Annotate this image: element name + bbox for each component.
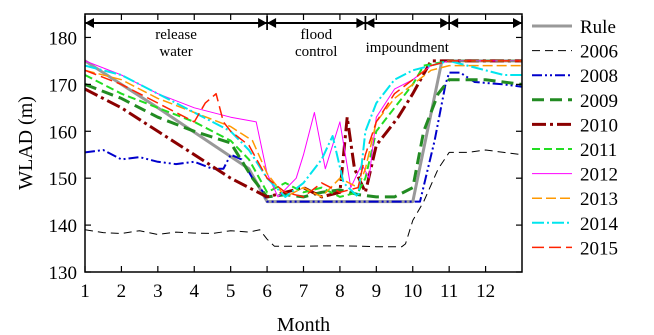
phase-arrow-head [513, 18, 522, 28]
x-tick-label: 5 [226, 281, 236, 302]
y-tick-label: 160 [49, 122, 78, 143]
x-tick-label: 12 [476, 281, 495, 302]
series-layer [85, 59, 522, 248]
y-tick-label: 180 [49, 28, 78, 49]
x-tick-label: 3 [153, 281, 163, 302]
legend-label-2006: 2006 [580, 42, 618, 63]
legend-label-2013: 2013 [580, 189, 618, 210]
x-tick-label: 4 [190, 281, 200, 302]
phase-label: flood [300, 27, 332, 43]
legend-label-2008: 2008 [580, 66, 618, 87]
series-line-2015 [85, 60, 522, 198]
phase-label: water [159, 44, 192, 60]
legend-label-Rule: Rule [580, 17, 616, 38]
y-tick-label: 150 [49, 169, 78, 190]
y-tick-label: 170 [49, 75, 78, 96]
y-axis-label: WLAD (m) [15, 96, 37, 190]
legend-label-2009: 2009 [580, 91, 618, 112]
series-line-2006 [85, 149, 522, 248]
series-line-2013 [85, 64, 522, 198]
phase-arrow-head [258, 18, 268, 28]
y-tick-label: 130 [49, 263, 78, 284]
phase-label: impoundment [366, 40, 450, 56]
phase-label: release [155, 27, 197, 43]
phase-arrow-head [365, 18, 375, 28]
x-tick-label: 6 [262, 281, 272, 302]
phase-arrow-head [356, 18, 366, 28]
x-tick-label: 8 [335, 281, 345, 302]
legend-label-2014: 2014 [580, 214, 619, 235]
legend-label-2015: 2015 [580, 238, 618, 259]
phase-arrow-head [449, 18, 459, 28]
series-line-Rule [85, 59, 522, 204]
x-tick-label: 10 [403, 281, 422, 302]
series-line-2009 [85, 78, 522, 199]
phase-arrow-head [267, 18, 277, 28]
legend: Rule 2006 2008 2009 2010 2011 2012 2013 2014 2015 [532, 17, 619, 259]
x-tick-label: 2 [117, 281, 127, 302]
legend-label-2010: 2010 [580, 115, 618, 136]
y-tick-label: 140 [49, 216, 78, 237]
x-tick-label: 11 [440, 281, 458, 302]
x-tick-label: 1 [80, 281, 90, 302]
series-line-2011 [85, 59, 522, 198]
series-line-2014 [85, 59, 522, 198]
legend-label-2011: 2011 [580, 140, 617, 161]
series-line-2012 [85, 60, 522, 198]
phase-arrow-head [85, 18, 94, 28]
x-tick-label: 9 [372, 281, 382, 302]
x-tick-label: 7 [299, 281, 309, 302]
x-axis-label: Month [277, 314, 330, 335]
phase-label: control [295, 44, 338, 60]
phase-arrow-head [440, 18, 450, 28]
legend-label-2012: 2012 [580, 165, 618, 186]
series-line-2010 [85, 59, 522, 199]
